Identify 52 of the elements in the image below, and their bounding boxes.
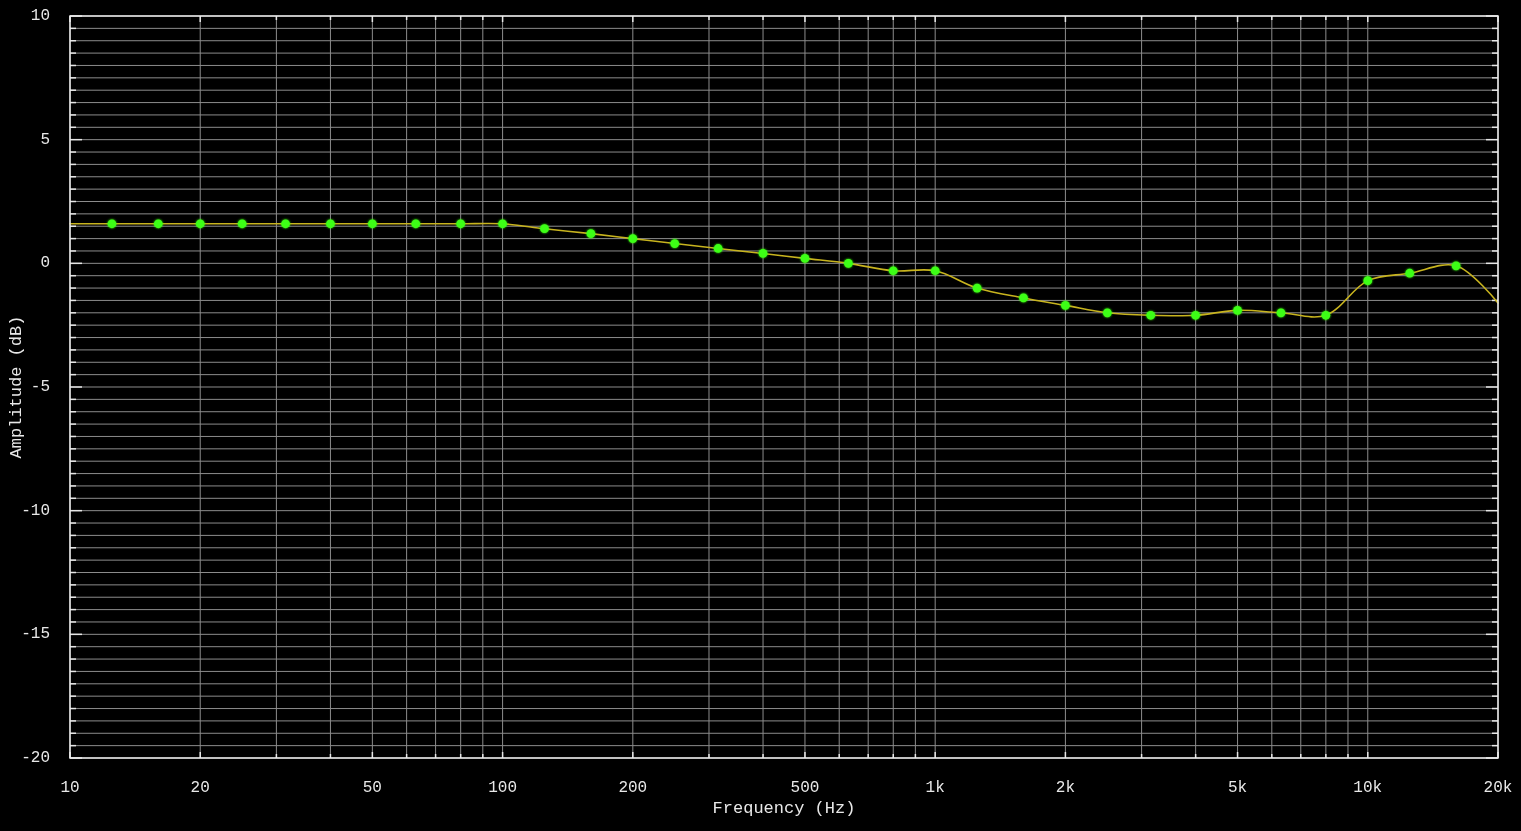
point: [586, 229, 596, 239]
point: [1191, 310, 1200, 320]
y-axis-title: Amplitude (dB): [6, 315, 26, 459]
point: [1019, 293, 1028, 303]
point: [1321, 310, 1331, 320]
x-tick-label: 20k: [1483, 779, 1513, 797]
point: [107, 219, 117, 229]
point: [930, 266, 940, 276]
point: [1233, 305, 1242, 315]
x-tick-label: 20: [190, 779, 210, 797]
point: [195, 219, 205, 229]
x-tick-label: 5k: [1227, 779, 1248, 797]
point: [1146, 310, 1156, 320]
point: [888, 266, 898, 276]
x-tick-label: 1k: [925, 779, 945, 797]
y-tick-label: 0: [40, 254, 50, 273]
point: [758, 249, 768, 258]
y-tick-label: -10: [21, 501, 50, 520]
y-tick-label: -15: [21, 625, 50, 644]
point: [1102, 308, 1112, 318]
point: [713, 244, 723, 253]
x-tick-label: 100: [488, 779, 517, 797]
x-tick-label: 10: [60, 779, 80, 797]
point: [1061, 301, 1070, 310]
point: [368, 219, 377, 229]
point: [1363, 276, 1373, 286]
point: [1276, 308, 1286, 318]
point: [456, 219, 466, 229]
x-tick-label: 500: [790, 779, 820, 797]
point: [1451, 261, 1461, 271]
x-tick-label: 50: [362, 779, 382, 797]
point: [800, 254, 810, 263]
x-tick-label: 10k: [1353, 779, 1383, 797]
point: [411, 219, 421, 229]
point: [972, 283, 982, 293]
point: [628, 234, 638, 243]
y-tick-label: -20: [21, 749, 50, 767]
point: [281, 219, 290, 229]
point: [237, 219, 247, 229]
point: [670, 239, 680, 248]
point: [844, 258, 853, 268]
point: [540, 224, 549, 234]
point: [326, 219, 335, 229]
point: [498, 219, 507, 229]
y-tick-label: -5: [30, 378, 50, 396]
point: [153, 219, 163, 229]
x-axis-title: Frequency (Hz): [712, 798, 856, 818]
x-tick-label: 2k: [1055, 779, 1076, 797]
y-tick-label: 10: [30, 7, 50, 25]
x-tick-label: 200: [618, 779, 648, 797]
point: [1405, 268, 1415, 278]
y-tick-label: 5: [40, 130, 50, 149]
